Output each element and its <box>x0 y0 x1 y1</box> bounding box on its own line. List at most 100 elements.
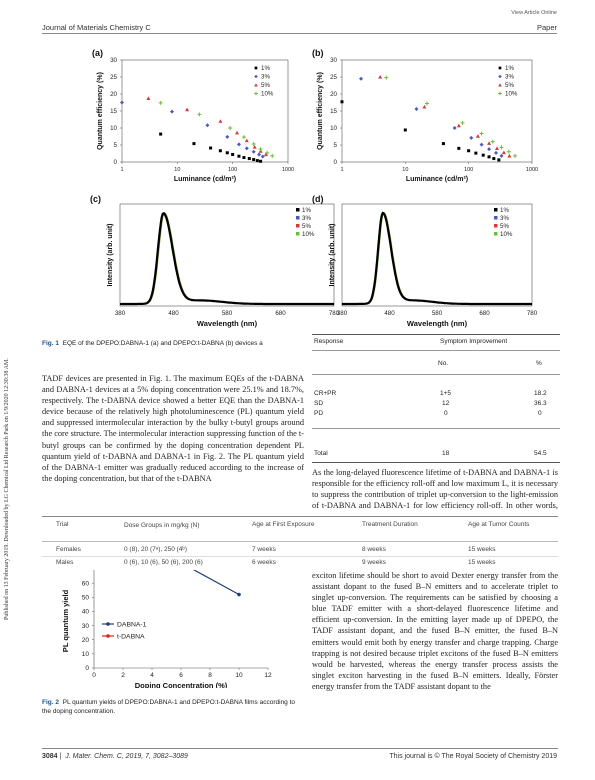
data-point <box>425 101 430 106</box>
data-point <box>146 96 151 101</box>
y-tick-label: 5 <box>334 142 338 149</box>
data-point <box>507 153 512 158</box>
y-tick-label: 30 <box>110 57 117 64</box>
legend-swatch <box>494 232 498 236</box>
body-paragraph: As the long-delayed fluorescence lifetim… <box>312 468 558 511</box>
duration-header: Treatment Duration <box>362 521 418 528</box>
y-tick-label: 10 <box>330 125 337 132</box>
legend-label: 1% <box>261 65 270 72</box>
legend-marker <box>106 634 110 638</box>
footer-copyright: This journal is © The Royal Society of C… <box>389 753 557 760</box>
data-point <box>237 154 241 158</box>
data-point <box>492 157 496 161</box>
legend-label: 3% <box>505 74 514 81</box>
body-text-right-top: As the long-delayed fluorescence lifetim… <box>312 467 558 511</box>
data-point <box>498 91 502 96</box>
pl-spectrum-panel: (d) 380 480 580 680 780 Wavelength (nm) Intensi… <box>312 194 538 328</box>
y-axis-label: Quantum efficiency (%) <box>317 72 324 150</box>
view-article-link[interactable]: View Article Online <box>511 10 557 16</box>
table-cell: 12 <box>442 400 450 407</box>
legend-label: 5% <box>302 223 311 230</box>
y-axis-label: Quantum efficiency (%) <box>97 72 104 150</box>
data-point <box>493 150 498 155</box>
legend-swatch <box>494 224 498 228</box>
data-point <box>244 146 249 151</box>
legend-label: 10% <box>500 231 513 238</box>
data-point <box>169 109 174 114</box>
y-tick-label: 25 <box>330 74 337 81</box>
data-point <box>244 138 249 143</box>
footer-citation: 3084 | J. Mater. Chem. C, 2019, 7, 3082–… <box>42 753 188 760</box>
legend-swatch <box>494 216 498 220</box>
body-text-left: TADF devices are presented in Fig. 1. Th… <box>42 373 304 484</box>
x-tick-label: 100 <box>464 167 473 173</box>
response-header: Response <box>314 338 344 345</box>
data-point <box>259 159 263 163</box>
data-point <box>422 104 427 109</box>
data-point <box>209 146 213 150</box>
data-point <box>457 146 461 150</box>
data-point <box>205 123 210 128</box>
panel-label: (a) <box>92 48 103 58</box>
response-table: Response Symptom Improvement No. % CR+PR… <box>312 334 560 464</box>
x-tick-label: 680 <box>479 310 490 317</box>
table-cell: 15 weeks <box>468 546 496 553</box>
legend-swatch <box>296 216 300 220</box>
table-cell: 0 <box>538 410 542 417</box>
x-axis-label: Luminance (cd/m²) <box>174 176 236 183</box>
y-tick-label: 60 <box>82 580 90 587</box>
data-point <box>498 74 502 79</box>
data-point <box>479 142 484 147</box>
data-point <box>475 134 480 138</box>
table-cell: 7 weeks <box>252 546 276 553</box>
data-point <box>254 83 258 87</box>
table-row-label: Males <box>56 559 74 566</box>
table-cell: 8 weeks <box>362 546 386 553</box>
data-point <box>225 134 230 139</box>
data-point <box>185 107 190 112</box>
y-tick-label: 5 <box>114 142 118 149</box>
legend-label: 5% <box>261 82 270 89</box>
section-label: Paper <box>536 23 557 32</box>
data-point <box>218 149 222 153</box>
data-point <box>479 131 484 136</box>
figure-2-caption-text: PL quantum yields of DPEPO:DABNA-1 and D… <box>42 699 296 715</box>
data-point <box>467 149 471 153</box>
x-tick-label: 4 <box>150 672 154 679</box>
y-tick-label: 10 <box>110 125 117 132</box>
x-tick-label: 1 <box>120 167 123 173</box>
eqe-panel: (b) 0 5 10 15 20 25 30 1 10 100 1000 Luminance (cd/m… <box>312 48 538 183</box>
legend-label: t-DABNA <box>117 633 145 640</box>
y-tick-label: 15 <box>330 108 337 115</box>
figure-2: 0 10 20 30 40 50 60 0 2 4 6 8 10 12 Doping Concentrati… <box>61 570 272 688</box>
legend-swatch <box>494 208 498 212</box>
data-point <box>499 145 504 150</box>
data-point <box>260 154 265 159</box>
spectrum-line <box>342 211 532 306</box>
x-tick-label: 780 <box>329 310 340 317</box>
data-point <box>414 106 419 111</box>
data-point <box>487 155 491 159</box>
data-point <box>469 135 474 140</box>
panel-label: (d) <box>312 194 324 204</box>
dose-header: Dose Groups in mg/kg (N) <box>124 522 200 529</box>
data-point <box>498 66 502 70</box>
legend-label: 1% <box>505 65 514 72</box>
plot-frame <box>341 203 533 307</box>
y-tick-label: 30 <box>82 623 90 630</box>
table-row-label: CR+PR <box>314 390 337 397</box>
trial-header: Trial <box>56 521 69 528</box>
data-point <box>498 83 502 87</box>
table-row-label: Females <box>56 546 81 553</box>
data-point <box>254 66 258 70</box>
data-point <box>452 126 457 130</box>
table-total-percent: 54.5 <box>534 450 547 457</box>
legend-label: 1% <box>500 207 509 214</box>
x-tick-label: 0 <box>92 672 96 679</box>
y-tick-label: 0 <box>85 665 89 672</box>
page-number: 3084 <box>42 753 58 760</box>
table-cell: 18.2 <box>534 390 547 397</box>
data-point <box>257 152 262 157</box>
no-subheader: No. <box>438 360 449 367</box>
table-cell: 9 weeks <box>362 559 386 566</box>
